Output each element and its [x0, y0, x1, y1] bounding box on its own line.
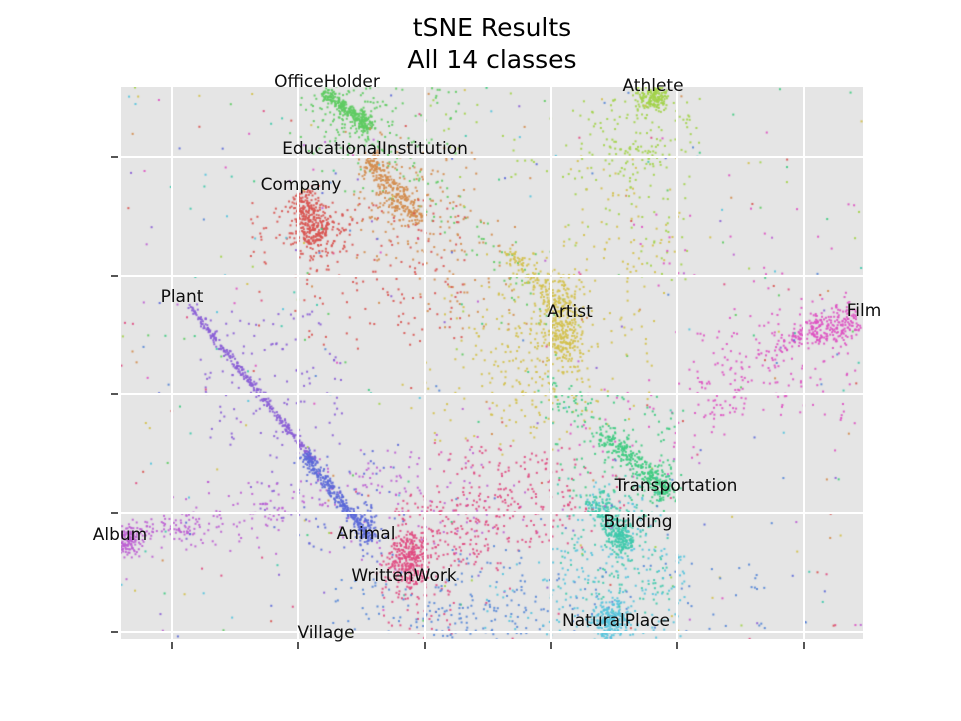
gridline-vertical-5: [803, 87, 805, 639]
class-label-animal: Animal: [336, 524, 396, 544]
gridline-vertical-4: [676, 87, 678, 639]
chart-title: tSNE Results: [412, 13, 572, 42]
class-label-film: Film: [846, 301, 882, 321]
gridline-vertical-3: [550, 87, 552, 639]
class-label-company: Company: [260, 175, 342, 195]
x-axis-tick-2: [424, 642, 426, 649]
chart-subtitle: All 14 classes: [407, 45, 577, 74]
chart-title-block: tSNE Results All 14 classes: [121, 12, 863, 76]
class-label-plant: Plant: [160, 287, 204, 307]
scatter-canvas: [121, 87, 863, 639]
gridline-vertical-1: [297, 87, 299, 639]
class-label-village: Village: [297, 623, 355, 643]
class-label-naturalplace: NaturalPlace: [562, 611, 670, 631]
gridline-horizontal-0: [121, 156, 863, 158]
x-axis-tick-0: [171, 642, 173, 649]
class-label-artist: Artist: [547, 302, 593, 322]
x-axis-tick-5: [803, 642, 805, 649]
gridline-vertical-2: [424, 87, 426, 639]
y-axis-tick-3: [111, 512, 118, 514]
class-label-album: Album: [92, 525, 148, 545]
gridline-horizontal-4: [121, 631, 863, 633]
class-label-educationalinstitution: EducationalInstitution: [282, 139, 468, 159]
y-axis-tick-1: [111, 275, 118, 277]
gridline-horizontal-2: [121, 393, 863, 395]
class-label-building: Building: [603, 512, 673, 532]
gridline-vertical-0: [171, 87, 173, 639]
x-axis-tick-3: [550, 642, 552, 649]
class-label-officeholder: OfficeHolder: [274, 72, 380, 92]
class-label-athlete: Athlete: [622, 76, 684, 96]
y-axis-tick-0: [111, 156, 118, 158]
gridline-horizontal-1: [121, 275, 863, 277]
class-label-writtenwork: WrittenWork: [351, 566, 457, 586]
x-axis-tick-1: [297, 642, 299, 649]
y-axis-tick-2: [111, 393, 118, 395]
x-axis-tick-4: [676, 642, 678, 649]
gridline-horizontal-3: [121, 512, 863, 514]
y-axis-tick-4: [111, 631, 118, 633]
plot-area: [121, 87, 863, 639]
class-label-transportation: Transportation: [614, 476, 738, 496]
